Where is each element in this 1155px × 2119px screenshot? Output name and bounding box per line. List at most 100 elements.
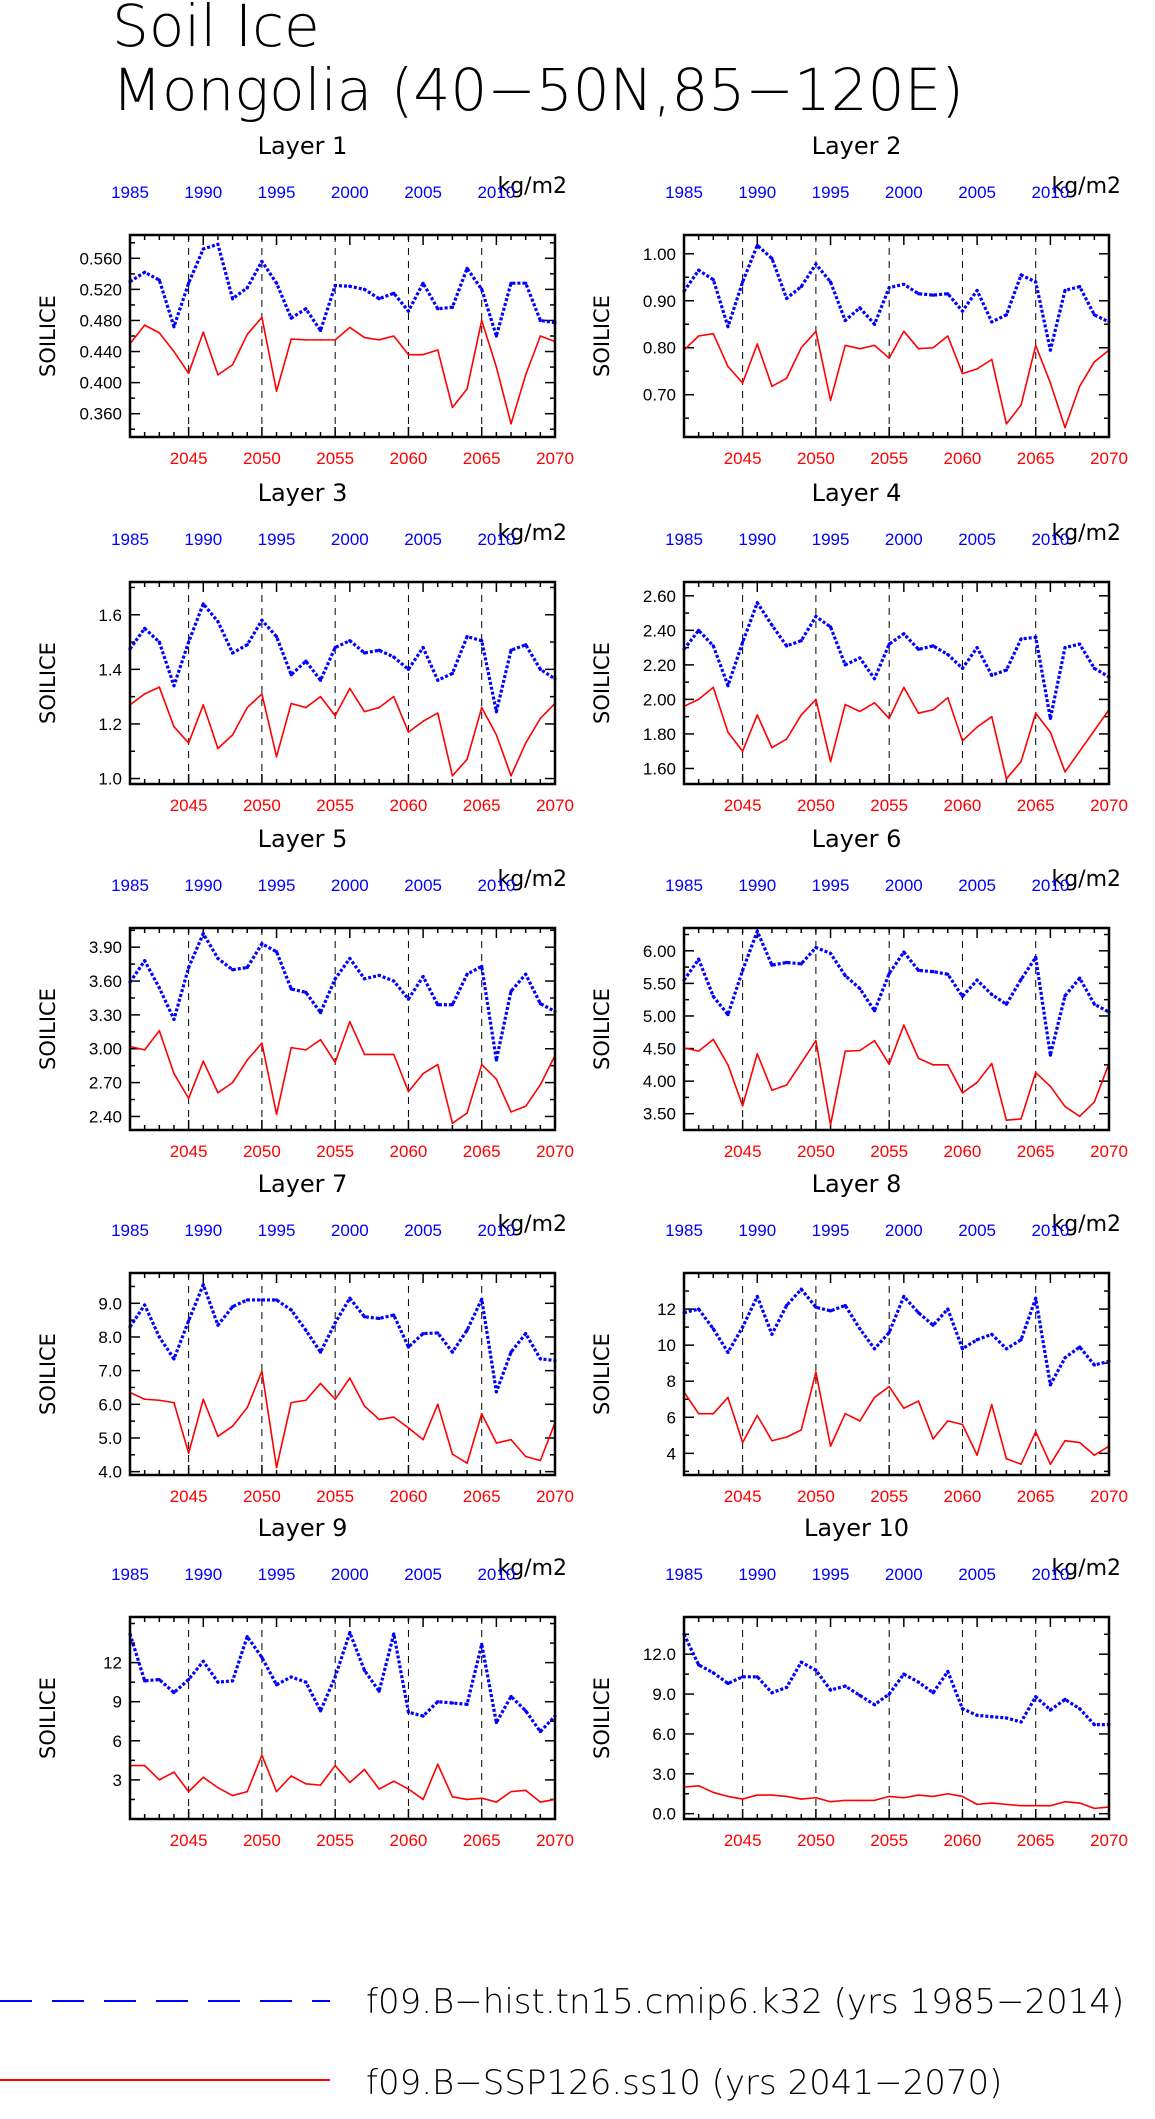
series-line-hist (683, 1287, 1110, 1387)
y-tick-label: 0.90 (643, 292, 676, 311)
chart-panel-layer-1: Layer 1 kg/m2 SOILICE 2045 2050 2055 2060 2065 2… (36, 132, 574, 468)
data-point-hist (1034, 280, 1038, 284)
data-point-ssp (524, 1789, 527, 1792)
data-point-hist (887, 1330, 891, 1335)
series-line-hist (128, 1631, 557, 1734)
data-point-hist (318, 678, 323, 682)
data-point-ssp (217, 1091, 219, 1094)
data-point-hist (1078, 642, 1082, 646)
x-top-tick-label: 1985 (111, 876, 149, 895)
data-point-ssp (524, 374, 527, 376)
data-point-hist (1063, 1356, 1067, 1360)
data-point-ssp (392, 1416, 395, 1418)
data-point-ssp (334, 1398, 336, 1401)
data-point-ssp (378, 1788, 380, 1790)
data-point-ssp (1093, 361, 1096, 363)
data-point-hist (333, 977, 337, 981)
x-top-tick-label: 2005 (404, 1565, 442, 1584)
data-point-ssp (451, 1453, 454, 1455)
x-bottom-tick-label: 2045 (724, 1831, 762, 1850)
series-line-ssp (129, 316, 556, 425)
data-point-hist (1063, 646, 1067, 650)
x-bottom-tick-label: 2065 (463, 1831, 501, 1850)
data-point-hist (711, 1327, 715, 1331)
units-label: kg/m2 (1051, 1212, 1121, 1237)
data-point-hist (392, 655, 396, 659)
data-point-hist (1048, 1383, 1052, 1387)
series-line-ssp (683, 686, 1110, 780)
data-point-hist (465, 1702, 469, 1706)
y-tick-label: 1.6 (98, 606, 122, 625)
x-bottom-tick-label: 2070 (1090, 1487, 1128, 1506)
x-bottom-tick-label: 2050 (243, 449, 281, 468)
data-point-ssp (202, 1060, 205, 1062)
data-point-ssp (697, 698, 700, 701)
data-point-hist (230, 1679, 235, 1683)
data-point-ssp (961, 372, 964, 375)
data-point-ssp (829, 1123, 832, 1126)
data-point-hist (814, 1305, 818, 1309)
series-line-hist (682, 243, 1110, 352)
data-point-ssp (697, 1784, 700, 1787)
series-line-ssp (683, 1784, 1110, 1810)
y-tick-label: 9.0 (652, 1685, 676, 1704)
data-point-ssp (187, 1097, 190, 1100)
data-point-ssp (990, 358, 993, 361)
data-point-hist (524, 1332, 528, 1336)
y-tick-label: 2.70 (89, 1074, 122, 1093)
data-point-ssp (946, 335, 949, 337)
series-line-ssp (129, 686, 556, 777)
data-point-ssp (756, 1794, 759, 1796)
data-point-hist (289, 673, 293, 677)
data-point-hist (858, 987, 862, 991)
units-label: kg/m2 (497, 521, 567, 546)
y-tick-label: 5.00 (643, 1007, 676, 1026)
data-point-ssp (1034, 1430, 1037, 1433)
data-point-hist (1048, 1708, 1052, 1712)
x-bottom-tick-label: 2070 (536, 1487, 574, 1506)
data-point-ssp (480, 1063, 483, 1066)
data-point-ssp (363, 1768, 366, 1771)
data-point-hist (858, 656, 862, 660)
data-point-hist (843, 973, 847, 978)
x-bottom-tick-label: 2055 (316, 449, 354, 468)
data-point-ssp (1078, 1802, 1081, 1804)
x-bottom-tick-label: 2045 (170, 796, 208, 815)
data-point-hist (858, 1327, 862, 1331)
units-label: kg/m2 (1051, 521, 1121, 546)
data-point-hist (799, 1660, 803, 1664)
data-point-ssp (800, 1429, 803, 1431)
x-bottom-tick-label: 2050 (797, 796, 835, 815)
data-point-ssp (510, 775, 512, 777)
data-point-hist (524, 643, 528, 647)
x-bottom-tick-label: 2055 (316, 1142, 354, 1161)
data-point-ssp (334, 339, 336, 341)
data-point-ssp (859, 347, 861, 350)
data-point-hist (1034, 955, 1038, 959)
data-point-ssp (1034, 1804, 1037, 1807)
y-axis-label: SOILICE (590, 1677, 614, 1759)
data-point-hist (784, 1685, 789, 1690)
data-point-hist (916, 647, 921, 651)
x-top-tick-label: 2000 (331, 1565, 369, 1584)
data-point-ssp (1005, 423, 1008, 425)
data-point-ssp (466, 1112, 468, 1114)
data-point-ssp (1078, 1441, 1081, 1444)
data-point-hist (187, 1319, 191, 1323)
x-bottom-tick-label: 2050 (797, 1142, 835, 1161)
x-bottom-tick-label: 2045 (170, 1142, 208, 1161)
data-point-ssp (815, 698, 817, 701)
data-point-ssp (829, 399, 832, 402)
data-point-hist (960, 1707, 965, 1711)
data-point-ssp (305, 706, 307, 709)
data-point-ssp (1064, 1105, 1066, 1108)
data-point-hist (916, 292, 921, 296)
x-top-tick-label: 2005 (958, 1565, 996, 1584)
data-point-ssp (1005, 1119, 1008, 1122)
data-point-hist (392, 979, 396, 983)
data-point-ssp (143, 324, 146, 326)
data-point-ssp (785, 1084, 788, 1086)
data-point-hist (755, 929, 759, 933)
data-point-ssp (1020, 1463, 1022, 1465)
data-point-hist (1004, 313, 1009, 317)
